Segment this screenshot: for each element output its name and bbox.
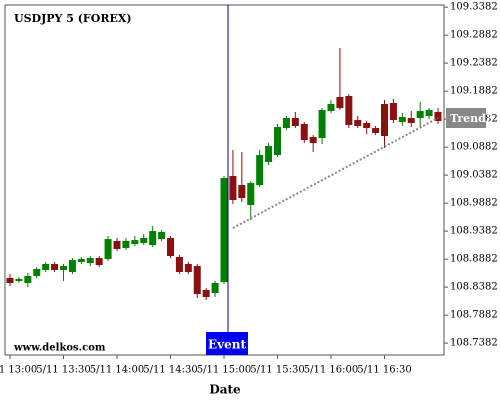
candle-body xyxy=(345,96,353,126)
candle-body xyxy=(140,238,148,243)
candle-body xyxy=(6,278,14,283)
y-tick-label: 108.7882 xyxy=(450,310,498,321)
event-label: Event xyxy=(208,338,246,352)
candle-body xyxy=(354,120,362,127)
x-tick-label: 5/11 15:00 xyxy=(197,365,251,376)
candle-body xyxy=(407,118,415,123)
y-tick-label: 108.9882 xyxy=(450,198,498,209)
x-tick-label: 5/11 13:00 xyxy=(0,365,37,376)
candle-body xyxy=(318,110,326,138)
candle-body xyxy=(184,264,192,273)
candle-body xyxy=(434,112,442,122)
candle-body xyxy=(122,240,130,248)
candle-body xyxy=(86,258,94,263)
x-axis-label: Date xyxy=(209,383,241,397)
candle-body xyxy=(229,176,237,200)
candle-body xyxy=(425,110,433,116)
candle-body xyxy=(15,279,23,282)
candle-body xyxy=(398,117,406,122)
candle-body xyxy=(131,240,139,245)
event-label-box xyxy=(206,332,248,355)
y-tick-label: 109.2882 xyxy=(450,30,498,41)
candle-body xyxy=(300,124,308,141)
candle-body xyxy=(309,136,317,144)
candle-body xyxy=(68,260,76,273)
candle-body xyxy=(265,146,273,163)
chart-title: USDJPY 5 (FOREX) xyxy=(14,12,132,25)
y-tick-label: 108.8382 xyxy=(450,282,498,293)
candle-body xyxy=(372,128,380,134)
trend-label: Trend3 xyxy=(450,112,494,125)
candle-body xyxy=(363,122,371,129)
candle-body xyxy=(220,178,228,283)
x-tick-label: 5/11 14:30 xyxy=(143,365,197,376)
candle-body xyxy=(238,185,246,199)
candle-body xyxy=(193,266,201,295)
x-tick-label: 5/11 13:30 xyxy=(36,365,90,376)
candle-body xyxy=(256,155,264,186)
y-tick-label: 109.2382 xyxy=(450,58,498,69)
trend-label-box xyxy=(446,108,486,129)
candle-body xyxy=(175,257,183,273)
x-tick-label: 5/11 15:30 xyxy=(250,365,304,376)
candle-body xyxy=(381,104,388,137)
y-tick-label: 108.7382 xyxy=(450,338,498,349)
candle-body xyxy=(247,183,255,206)
candle-body xyxy=(274,127,281,156)
candle-body xyxy=(167,238,174,256)
y-tick-label: 108.9382 xyxy=(450,226,498,237)
candle-body xyxy=(24,275,32,283)
candle-body xyxy=(42,264,50,270)
candle-body xyxy=(416,111,424,119)
y-tick-label: 109.3382 xyxy=(450,2,498,13)
x-tick-label: 5/11 14:00 xyxy=(90,365,144,376)
candle-body xyxy=(211,282,219,294)
candle-body xyxy=(77,259,85,262)
y-tick-label: 109.1882 xyxy=(450,86,498,97)
candle-body xyxy=(389,103,397,121)
y-tick-label: 109.0882 xyxy=(450,142,498,153)
candle-body xyxy=(51,264,59,270)
candle-body xyxy=(149,231,157,246)
trendline xyxy=(232,117,439,229)
candle-body xyxy=(336,97,344,109)
candle-body xyxy=(104,239,112,260)
candle-body xyxy=(60,266,67,270)
candle-body xyxy=(327,104,335,112)
candle-body xyxy=(158,232,166,240)
candle-body xyxy=(33,268,41,276)
y-tick-label: 108.8882 xyxy=(450,254,498,265)
watermark: www.delkos.com xyxy=(13,343,106,354)
candle-body xyxy=(95,258,103,266)
candle-body xyxy=(113,240,121,249)
candle-body xyxy=(282,118,290,129)
candle-body xyxy=(291,118,299,127)
x-tick-label: 5/11 16:30 xyxy=(357,365,411,376)
y-tick-label: 109.0382 xyxy=(450,170,498,181)
candle-body xyxy=(202,289,210,297)
x-tick-label: 5/11 16:00 xyxy=(304,365,358,376)
